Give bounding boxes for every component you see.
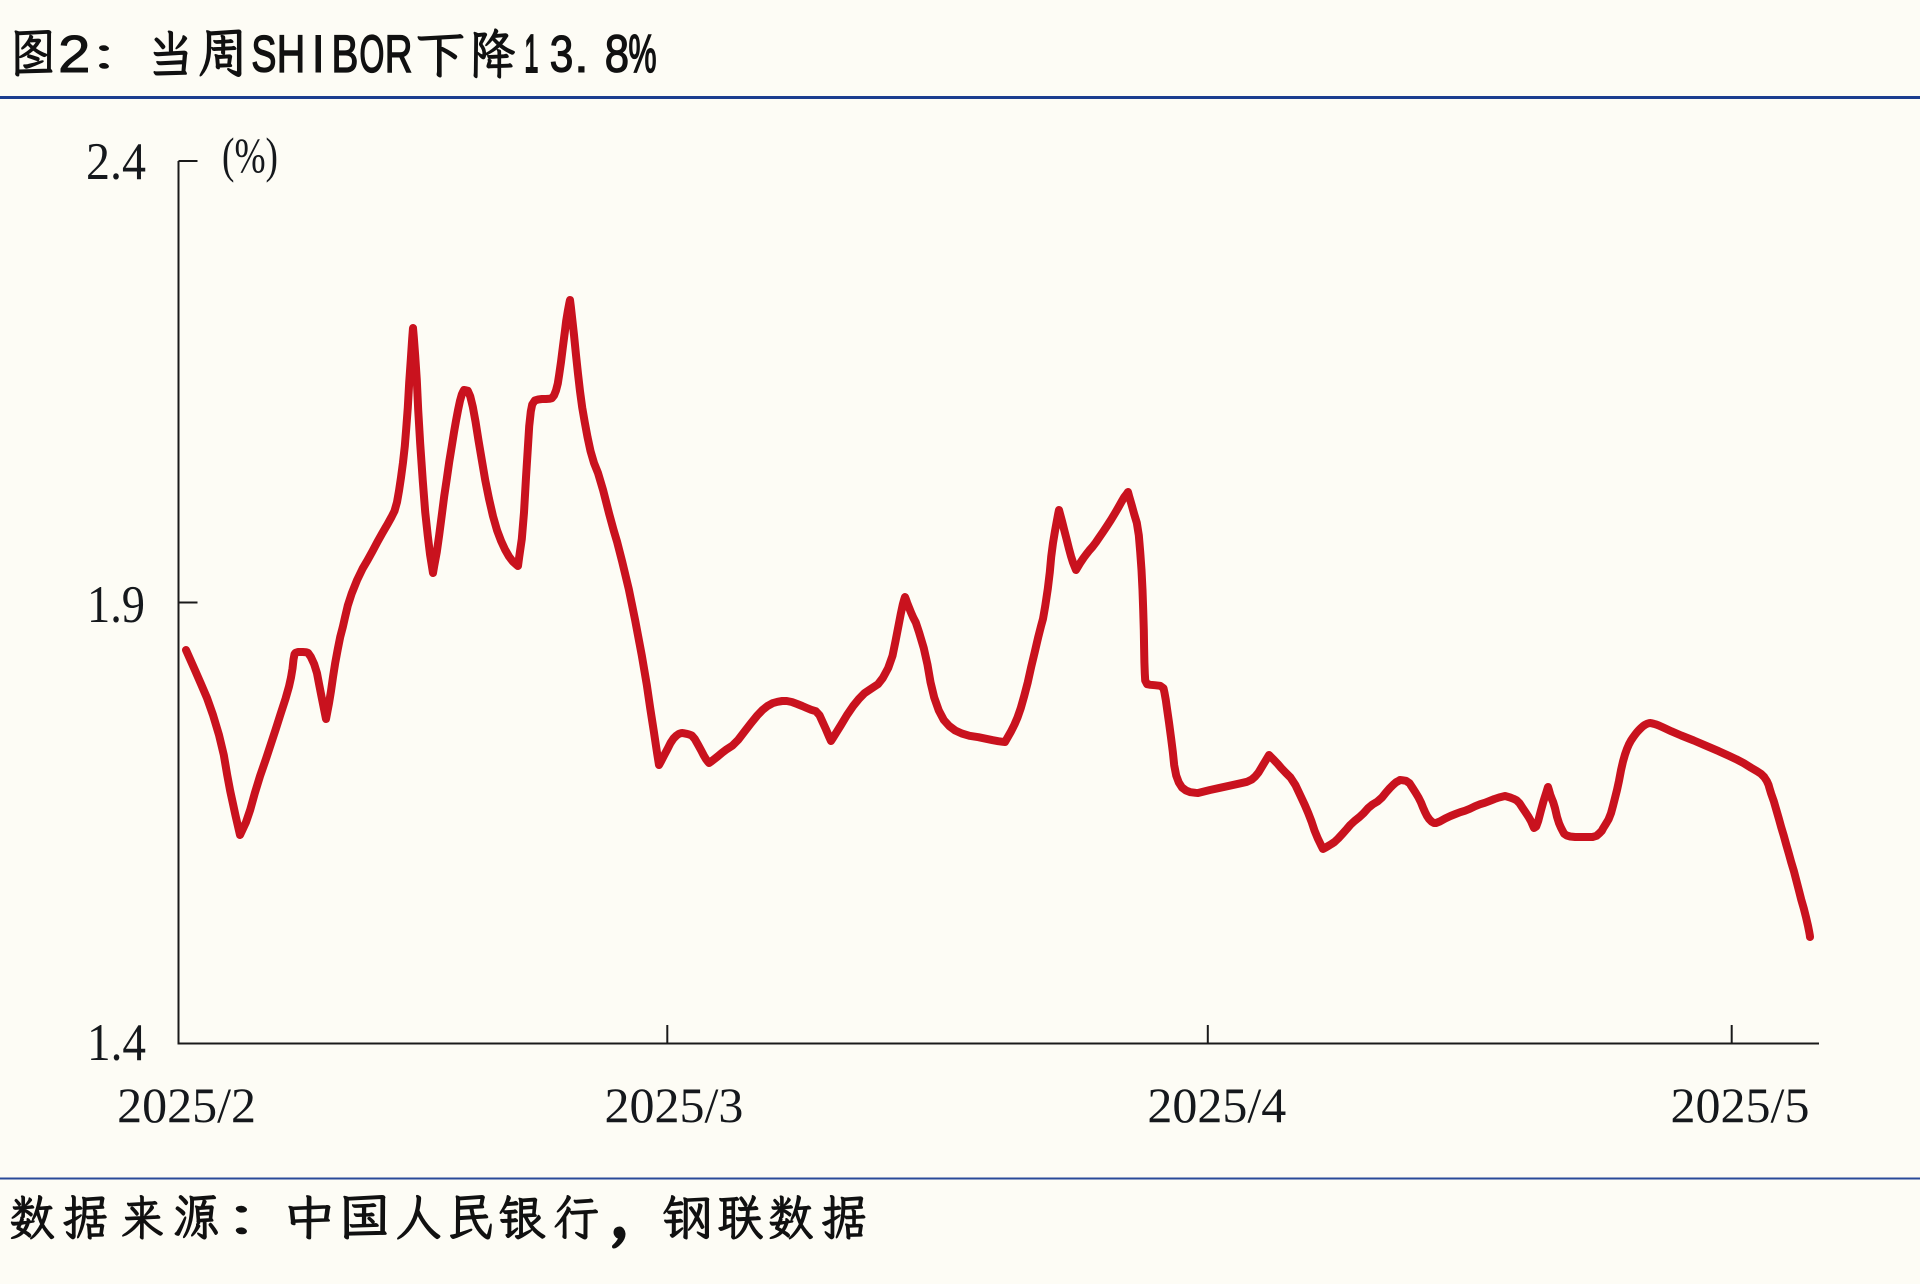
svg-text:1.9: 1.9 bbox=[87, 576, 145, 634]
svg-text:2025/2: 2025/2 bbox=[117, 1077, 256, 1133]
svg-text:2.4: 2.4 bbox=[86, 133, 146, 191]
svg-text:2025/4: 2025/4 bbox=[1147, 1077, 1286, 1133]
svg-text:1.4: 1.4 bbox=[87, 1014, 146, 1072]
svg-text:2025/3: 2025/3 bbox=[604, 1077, 743, 1133]
svg-text:(%): (%) bbox=[222, 127, 278, 183]
svg-text:2025/5: 2025/5 bbox=[1671, 1077, 1810, 1133]
